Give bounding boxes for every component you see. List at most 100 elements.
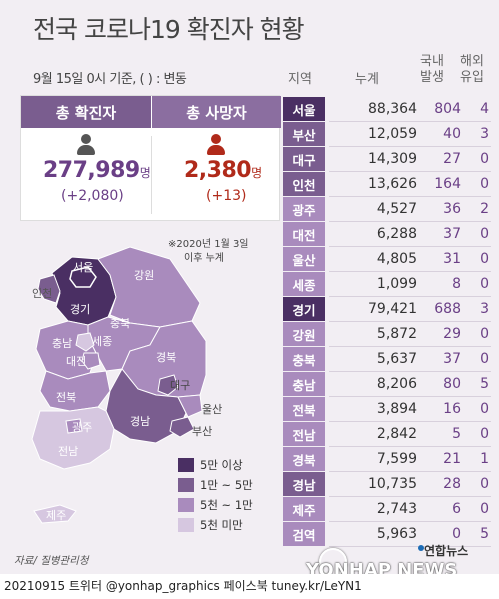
row-divider: [329, 196, 491, 197]
row-overseas: 0: [480, 326, 489, 342]
table-row: 경남 10,735 28 0: [283, 472, 493, 498]
logo-kr: 연합뉴스: [424, 544, 469, 558]
row-total: 4,527: [376, 201, 417, 217]
table-row: 전남 2,842 5 0: [283, 422, 493, 448]
table-row: 경북 7,599 21 1: [283, 447, 493, 473]
legend-item: 5만 이상: [178, 455, 253, 475]
row-domestic: 164: [434, 176, 461, 192]
row-overseas: 0: [480, 401, 489, 417]
row-overseas: 3: [480, 126, 489, 142]
legend-item: 1만 ~ 5만: [178, 475, 253, 495]
row-total: 14,309: [368, 151, 417, 167]
row-divider: [329, 246, 491, 247]
row-divider: [329, 496, 491, 497]
legend-swatch: [178, 458, 194, 472]
row-region: 충남: [283, 372, 325, 396]
map-label-gyeonggi: 경기: [70, 303, 90, 316]
legend-label: 5천 ~ 1만: [200, 498, 253, 512]
row-total: 3,894: [376, 401, 417, 417]
confirmed-label: 총 확진자: [21, 96, 151, 128]
map-label-sejong: 세종: [92, 335, 112, 348]
person-icon: [77, 134, 95, 156]
row-overseas: 0: [480, 426, 489, 442]
row-region: 부산: [283, 122, 325, 146]
deaths-value: 2,380명: [184, 158, 262, 183]
row-domestic: 27: [443, 151, 461, 167]
yonhap-dot-icon: [418, 545, 424, 551]
row-overseas: 0: [480, 251, 489, 267]
confirmed-value: 277,989명: [43, 158, 151, 183]
row-divider: [329, 471, 491, 472]
subtitle: 9월 15일 0시 기준, ( ) : 변동: [33, 72, 187, 87]
table-row: 울산 4,805 31 0: [283, 247, 493, 273]
row-total: 2,842: [376, 426, 417, 442]
row-total: 7,599: [376, 451, 417, 467]
row-total: 2,743: [376, 501, 417, 517]
row-divider: [329, 121, 491, 122]
row-overseas: 0: [480, 351, 489, 367]
row-total: 6,288: [376, 226, 417, 242]
row-total: 8,206: [376, 376, 417, 392]
row-region: 광주: [283, 197, 325, 221]
region-incheon: [37, 274, 61, 304]
table-row: 부산 12,059 40 3: [283, 122, 493, 148]
map-label-seoul: 서울: [73, 261, 93, 274]
row-overseas: 5: [480, 376, 489, 392]
footer: 20210915 트위터 @yonhap_graphics 페이스북 tuney…: [0, 574, 499, 599]
row-total: 1,099: [376, 276, 417, 292]
map-label-gwangju: 광주: [72, 421, 92, 434]
summary-box: 총 확진자 총 사망자 277,989명 2,380명 (+2,080) (+1…: [20, 95, 281, 221]
row-region: 인천: [283, 172, 325, 196]
row-total: 5,872: [376, 326, 417, 342]
row-total: 88,364: [368, 101, 417, 117]
row-domestic: 37: [443, 351, 461, 367]
cumulative-note: ※2020년 1월 3일 이후 누계: [168, 239, 249, 264]
row-total: 5,963: [376, 526, 417, 542]
region-ulsan: [177, 394, 203, 418]
row-domestic: 29: [443, 326, 461, 342]
row-domestic: 8: [452, 276, 461, 292]
row-divider: [329, 521, 491, 522]
row-region: 경기: [283, 297, 325, 321]
row-divider: [329, 396, 491, 397]
table-row: 충북 5,637 37 0: [283, 347, 493, 373]
row-divider: [329, 421, 491, 422]
map-label-daegu: 대구: [170, 379, 190, 392]
row-domestic: 688: [434, 301, 461, 317]
page-title: 전국 코로나19 확진자 현황: [33, 15, 305, 44]
header-total: 누계: [355, 72, 379, 87]
row-overseas: 4: [480, 101, 489, 117]
row-region: 대전: [283, 222, 325, 246]
legend-swatch: [178, 498, 194, 512]
row-region: 전북: [283, 397, 325, 421]
row-total: 12,059: [368, 126, 417, 142]
row-divider: [329, 446, 491, 447]
table-row: 경기 79,421 688 3: [283, 297, 493, 323]
map-label-jeonbuk: 전북: [56, 391, 76, 404]
row-region: 검역: [283, 522, 325, 546]
region-sejong: [75, 332, 95, 352]
table-row: 검역 5,963 0 5: [283, 522, 493, 548]
row-overseas: 0: [480, 276, 489, 292]
row-domestic: 5: [452, 426, 461, 442]
row-overseas: 0: [480, 151, 489, 167]
map-label-jeju: 제주: [46, 509, 66, 522]
region-jeonbuk: [39, 370, 111, 412]
row-domestic: 40: [443, 126, 461, 142]
row-region: 서울: [283, 97, 325, 121]
table-row: 전북 3,894 16 0: [283, 397, 493, 423]
row-overseas: 0: [480, 476, 489, 492]
row-domestic: 36: [443, 201, 461, 217]
row-total: 5,637: [376, 351, 417, 367]
deaths-delta: (+13): [206, 188, 247, 204]
legend-item: 5천 ~ 1만: [178, 495, 253, 515]
map-label-gangwon: 강원: [134, 269, 154, 282]
table-row: 강원 5,872 29 0: [283, 322, 493, 348]
row-total: 13,626: [368, 176, 417, 192]
header-overseas: 해외 유입: [460, 54, 484, 85]
row-region: 경남: [283, 472, 325, 496]
table-row: 대전 6,288 37 0: [283, 222, 493, 248]
row-region: 전남: [283, 422, 325, 446]
row-domestic: 80: [443, 376, 461, 392]
row-domestic: 31: [443, 251, 461, 267]
